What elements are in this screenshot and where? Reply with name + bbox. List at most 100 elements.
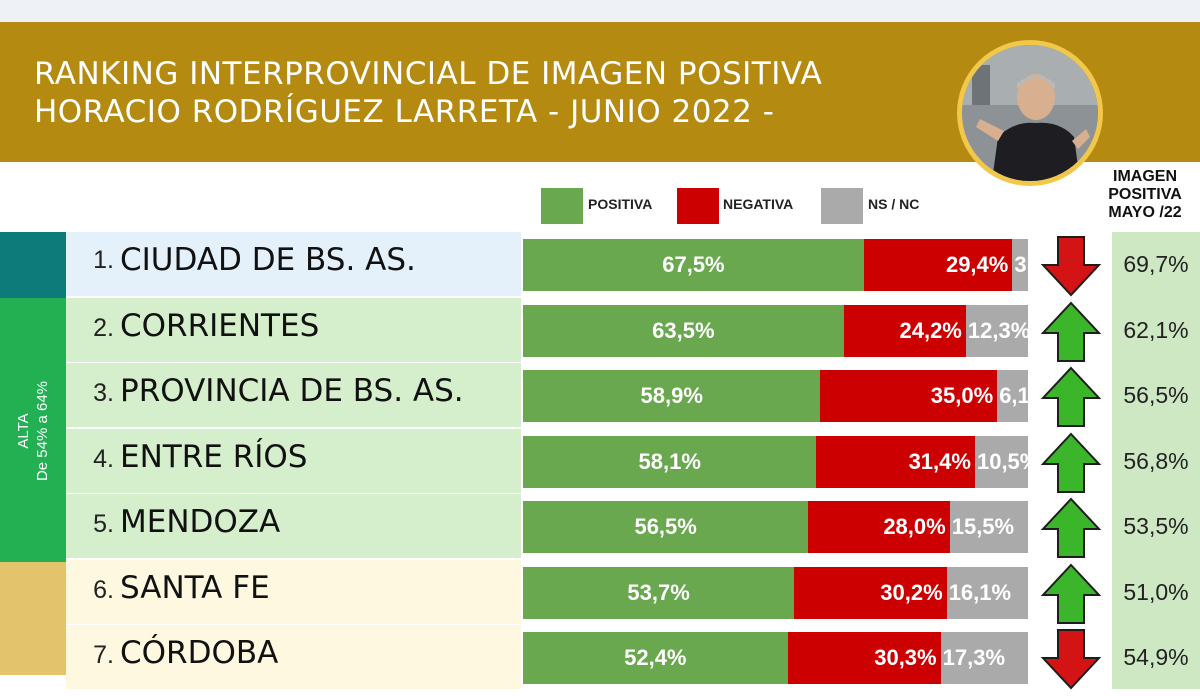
title-line-1: RANKING INTERPROVINCIAL DE IMAGEN POSITI…: [34, 56, 823, 92]
legend-swatch-nsnc: [821, 188, 863, 224]
previous-value: 53,5%: [1112, 494, 1200, 558]
top-strip: [0, 0, 1200, 22]
band-media: [0, 562, 66, 675]
portrait-photo: [957, 40, 1103, 186]
row-rank: 1.: [93, 246, 114, 274]
bar-segment-positiva: [523, 370, 821, 422]
arrow-down-icon: [1040, 234, 1102, 298]
table-row: 1. CIUDAD DE BS. AS.: [66, 232, 521, 296]
previous-value: 69,7%: [1112, 232, 1200, 296]
table-row: 7. CÓRDOBA: [66, 625, 521, 689]
data-label-positiva: 53,7%: [627, 579, 690, 605]
header-banner: RANKING INTERPROVINCIAL DE IMAGEN POSITI…: [0, 22, 1200, 186]
data-label-nsnc: 16,1%: [948, 579, 1012, 605]
arrow-shape: [1040, 497, 1102, 558]
previous-value: 56,8%: [1112, 428, 1200, 493]
arrow-up-icon: [1040, 365, 1102, 429]
table-row: 5. MENDOZA: [66, 494, 521, 558]
bar-segment-nsnc: [997, 370, 1028, 422]
row-name: SANTA FE: [120, 569, 270, 606]
table-row: 4. ENTRE RÍOS: [66, 428, 521, 493]
band-alta: [0, 298, 66, 562]
legend-label-negativa: NEGATIVA: [723, 196, 794, 212]
arrow-shape: [1040, 301, 1102, 362]
data-label-nsnc: 17,3%: [942, 645, 1006, 670]
data-label-negativa: 31,4%: [908, 448, 971, 474]
stacked-bar: 58,9% 35,0%6,1%: [523, 370, 1028, 422]
data-label-negativa: 24,2%: [899, 317, 962, 343]
data-label-positiva: 56,5%: [634, 514, 697, 539]
band-alta-label: ALTA: [15, 413, 33, 449]
arrow-up-icon: [1040, 300, 1102, 364]
row-name: PROVINCIA DE BS. AS.: [120, 373, 464, 409]
table-row: 2. CORRIENTES: [66, 297, 521, 362]
bar-segment-negativa: [820, 370, 998, 422]
data-label-negativa: 35,0%: [930, 383, 994, 408]
table-row: 6. SANTA FE: [66, 559, 521, 624]
arrow-down-icon: [1040, 629, 1102, 690]
row-rank: 5.: [93, 510, 114, 538]
data-label-nsnc: 10,5%: [976, 448, 1028, 474]
bar-segment-nsnc: [965, 304, 1028, 357]
band-alta-range: De 54% a 64%: [34, 380, 52, 482]
arrow-up-icon: [1040, 563, 1102, 624]
data-label-positiva: 58,9%: [640, 383, 703, 408]
data-label-nsnc: 6,1%: [999, 383, 1028, 408]
previous-value: 54,9%: [1112, 625, 1200, 689]
row-rank: 7.: [93, 641, 114, 669]
table-row: 3. PROVINCIA DE BS. AS.: [66, 363, 521, 427]
legend-label-nsnc: NS / NC: [868, 196, 920, 212]
stacked-bar: 63,5% 24,2% 12,3%: [523, 304, 1028, 357]
arrow-up-icon: [1040, 432, 1102, 493]
data-label-nsnc: 12,3%: [967, 317, 1028, 343]
data-label-negativa: 30,3%: [874, 645, 937, 670]
row-name: CIUDAD DE BS. AS.: [120, 242, 416, 278]
row-rank: 2.: [93, 313, 114, 342]
data-label-negativa: 30,2%: [880, 579, 943, 605]
data-label-nsnc: 3,1%: [1014, 252, 1028, 277]
bar-segment-negativa: [808, 501, 950, 553]
arrow-shape: [1040, 563, 1102, 624]
bar-segment-positiva: [523, 435, 817, 488]
arrow-up-icon: [1040, 431, 1102, 495]
arrow-up-icon: [1040, 497, 1102, 558]
arrow-up-icon: [1040, 301, 1102, 362]
arrow-shape: [1040, 629, 1102, 690]
row-divider: [66, 624, 521, 625]
stacked-bar: 58,1% 31,4%10,5%: [523, 435, 1028, 488]
legend-label-positiva: POSITIVA: [588, 196, 653, 212]
data-label-negativa: 29,4%: [945, 252, 1009, 277]
band-alta-text: ALTA De 54% a 64%: [0, 300, 66, 562]
row-divider: [66, 296, 521, 298]
previous-value: 51,0%: [1112, 559, 1200, 624]
row-divider: [66, 689, 521, 691]
previous-value: 62,1%: [1112, 297, 1200, 362]
stacked-bar: 52,4% 30,3% 17,3%: [523, 632, 1028, 684]
title-line-2: HORACIO RODRÍGUEZ LARRETA - JUNIO 2022 -: [34, 94, 775, 130]
previous-value: 56,5%: [1112, 363, 1200, 427]
row-name: CÓRDOBA: [120, 635, 279, 671]
legend-swatch-positiva: [541, 188, 583, 224]
arrow-down-icon: [1040, 236, 1102, 297]
row-divider: [66, 362, 521, 363]
row-rank: 3.: [93, 379, 114, 407]
bar-segment-positiva: [523, 304, 844, 357]
bar-segment-nsnc: [949, 501, 1028, 553]
row-name: ENTRE RÍOS: [120, 438, 308, 475]
data-label-positiva: 63,5%: [652, 317, 715, 343]
row-rank: 6.: [93, 575, 114, 604]
previous-column-header: IMAGEN POSITIVA MAYO /22: [1090, 168, 1200, 222]
bar-segment-negativa: [843, 304, 966, 357]
bar-segment-positiva: [523, 566, 795, 619]
data-label-positiva: 52,4%: [624, 645, 687, 670]
previous-header-line-3: MAYO /22: [1108, 204, 1182, 221]
row-divider: [66, 427, 521, 429]
row-divider: [66, 558, 521, 560]
previous-header-line-1: IMAGEN: [1113, 168, 1177, 185]
previous-header-line-2: POSITIVA: [1108, 186, 1182, 203]
row-name: MENDOZA: [120, 504, 281, 540]
arrow-up-icon: [1040, 496, 1102, 560]
data-label-positiva: 58,1%: [638, 448, 701, 474]
bar-segment-positiva: [523, 501, 809, 553]
bar-segment-positiva: [523, 239, 864, 291]
